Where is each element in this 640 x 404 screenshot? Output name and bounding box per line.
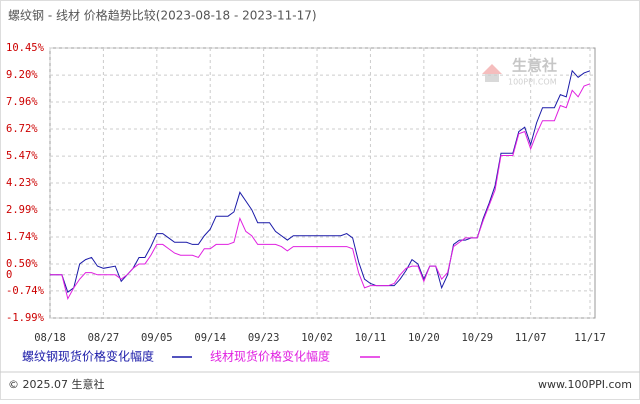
y-tick-label: -1.99% [6,312,45,324]
x-tick-label: 08/18 [34,332,66,344]
watermark: 生意社 100PPI.COM [482,57,557,87]
series-line [50,83,591,301]
y-tick-label: 2.99% [6,204,38,216]
x-tick-label: 10/29 [461,332,493,344]
chart-title: 螺纹钢 - 线材 价格趋势比较(2023-08-18 - 2023-11-17) [8,8,317,23]
y-tick-label: 4.23% [6,177,38,189]
x-tick-label: 10/20 [408,332,440,344]
x-tick-label: 09/23 [248,332,280,344]
x-tick-label: 09/05 [141,332,173,344]
y-tick-label: 9.20% [6,69,38,81]
y-tick-label: 0 [6,269,12,281]
x-tick-label: 11/07 [515,332,547,344]
watermark-site: 100PPI.COM [508,78,557,87]
footer-copyright: © 2025.07 生意社 [8,377,104,391]
y-tick-label: -0.74% [6,285,45,297]
watermark-icon [482,64,502,74]
x-tick-label: 10/11 [355,332,387,344]
y-tick-label: 7.96% [6,96,38,108]
x-tick-label: 09/14 [194,332,226,344]
y-tick-label: 6.72% [6,123,38,135]
watermark-icon [485,74,499,82]
footer-url: www.100PPI.com [538,378,632,391]
y-tick-label: 1.74% [6,231,38,243]
legend-label: 螺纹钢现货价格变化幅度 [22,349,154,364]
watermark-name: 生意社 [512,57,557,75]
x-tick-label: 08/27 [88,332,120,344]
x-tick-label: 11/17 [574,332,606,344]
legend-label: 线材现货价格变化幅度 [210,349,330,364]
y-tick-label: 0.50% [6,258,38,270]
y-tick-label: 10.45% [6,42,45,54]
x-tick-label: 10/02 [301,332,333,344]
y-tick-label: 5.47% [6,150,38,162]
